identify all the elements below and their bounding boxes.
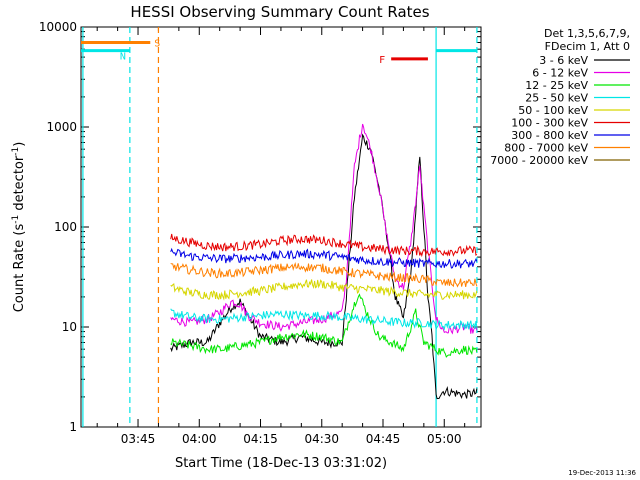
series-line [170, 123, 478, 335]
legend-entry-label: 3 - 6 keV [539, 54, 588, 67]
flare-label: F [379, 55, 385, 66]
x-tick-label: 03:45 [121, 432, 156, 446]
x-tick-label: 04:00 [182, 432, 217, 446]
series-line [170, 262, 478, 288]
legend-entry-label: 12 - 25 keV [525, 79, 588, 92]
series-line [170, 308, 478, 331]
legend-entry-label: 100 - 300 keV [511, 117, 588, 130]
footer-timestamp: 19-Dec-2013 11:36 [568, 469, 636, 477]
x-axis-label: Start Time (18-Dec-13 03:31:02) [175, 456, 387, 471]
series-line [170, 133, 478, 400]
legend-entry-label: 7000 - 20000 keV [490, 154, 588, 167]
x-tick-label: 05:00 [427, 432, 462, 446]
series-line [170, 279, 478, 301]
y-tick-label: 1000 [46, 120, 77, 134]
legend-header-1: Det 1,3,5,6,7,9, [544, 27, 630, 40]
plot-frame [80, 26, 482, 428]
event-vertical-lines [82, 27, 478, 427]
y-axis-label-sup1: -1 [11, 215, 21, 224]
y-axis-label-main: Count Rate (s [12, 224, 27, 313]
legend-entry-label: 25 - 50 keV [525, 92, 588, 105]
x-tick-label: 04:45 [366, 432, 401, 446]
series-line [170, 233, 478, 258]
y-axis-label-sup2: -1 [11, 147, 21, 156]
y-tick-label: 10 [62, 320, 77, 334]
y-tick-label: 1 [69, 420, 77, 434]
saa-label: S [154, 38, 160, 49]
series-line [170, 247, 478, 269]
series-layer [170, 123, 478, 400]
x-tick-label: 04:30 [304, 432, 339, 446]
chart-title: HESSI Observing Summary Count Rates [130, 3, 429, 21]
legend-entry-label: 800 - 7000 keV [504, 142, 588, 155]
x-axis-ticks: 03:45 04:00 04:15 04:30 04:45 05:00 [96, 27, 466, 446]
annotation-layer: S N F [81, 38, 477, 66]
legend-entry-label: 50 - 100 keV [518, 104, 588, 117]
y-axis-label-end: ) [12, 142, 27, 147]
legend-entry-label: 6 - 12 keV [532, 67, 588, 80]
legend-header-2: FDecim 1, Att 0 [545, 40, 630, 53]
legend-entry-label: 300 - 800 keV [511, 129, 588, 142]
y-tick-label: 10000 [39, 20, 77, 34]
y-axis-label-mid: detector [12, 155, 27, 215]
y-axis-label: Count Rate (s-1 detector-1) [11, 142, 27, 313]
x-tick-label: 04:15 [243, 432, 278, 446]
night-label: N [120, 52, 126, 63]
legend: Det 1,3,5,6,7,9, FDecim 1, Att 0 3 - 6 k… [490, 27, 630, 167]
series-line [170, 293, 478, 358]
y-tick-label: 100 [54, 220, 77, 234]
